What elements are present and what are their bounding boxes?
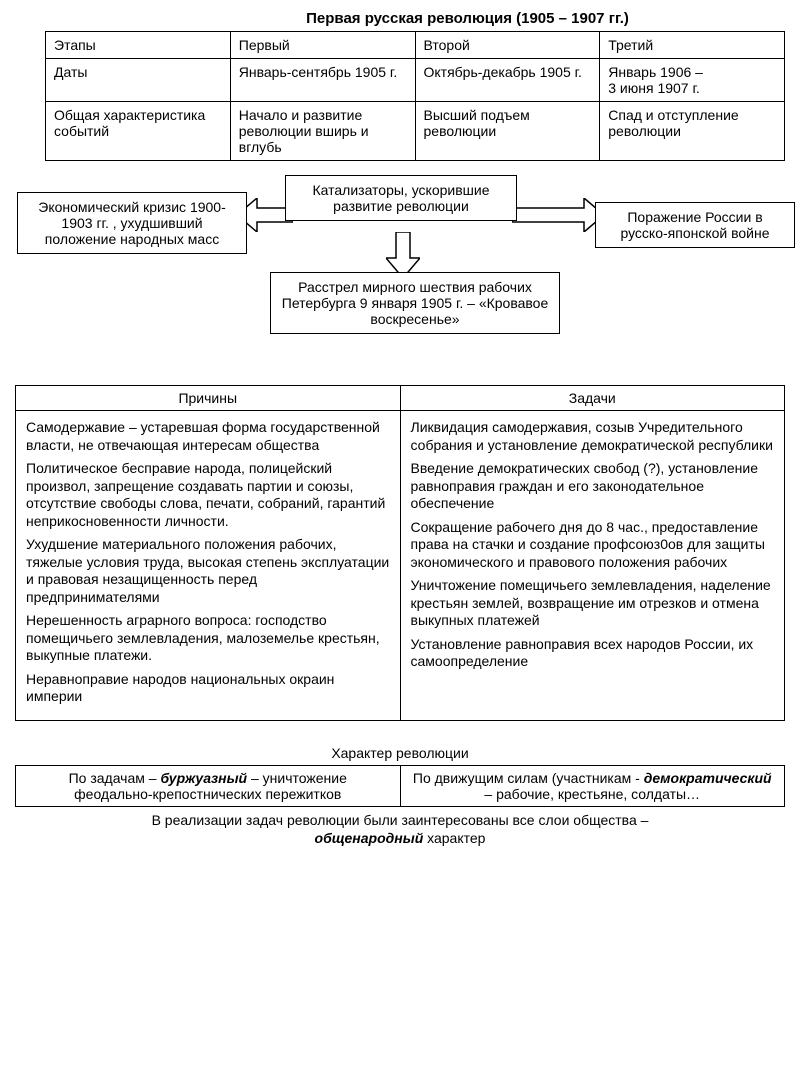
catalyst-left-box: Экономический кризис 1900-1903 гг. , уху… <box>17 192 247 254</box>
causes-cell-right: Ликвидация самодержавия, созыв Учредител… <box>400 411 785 721</box>
cell: Октябрь-декабрь 1905 г. <box>415 59 600 102</box>
character-title: Характер революции <box>15 745 785 761</box>
cell: Третий <box>600 32 785 59</box>
catalyst-bottom-box: Расстрел мирного шествия рабочих Петербу… <box>270 272 560 334</box>
cell: Второй <box>415 32 600 59</box>
cell: Первый <box>230 32 415 59</box>
causes-header-left: Причины <box>16 386 401 411</box>
table-row: Самодержавие – устаревшая форма государс… <box>16 411 785 721</box>
table-row: Причины Задачи <box>16 386 785 411</box>
causes-header-right: Задачи <box>400 386 785 411</box>
cell: Январь-сентябрь 1905 г. <box>230 59 415 102</box>
table-row: Этапы Первый Второй Третий <box>46 32 785 59</box>
cell: Этапы <box>46 32 231 59</box>
character-left-cell: По задачам – буржуазный – уничтожение фе… <box>16 765 401 806</box>
table-row: Даты Январь-сентябрь 1905 г. Октябрь-дек… <box>46 59 785 102</box>
catalyst-center-box: Катализаторы, ускорившие развитие револю… <box>285 175 517 221</box>
arrow-right-icon <box>512 198 604 232</box>
table-row: Общая характеристика событий Начало и ра… <box>46 102 785 161</box>
character-right-cell: По движущим силам (участникам - демократ… <box>400 765 785 806</box>
table-row: По задачам – буржуазный – уничтожение фе… <box>16 765 785 806</box>
page-title: Первая русская революция (1905 – 1907 гг… <box>150 10 785 27</box>
causes-table: Причины Задачи Самодержавие – устаревшая… <box>15 385 785 721</box>
cell: Даты <box>46 59 231 102</box>
cell: Начало и развитие революции вширь и вглу… <box>230 102 415 161</box>
cell: Январь 1906 – 3 июня 1907 г. <box>600 59 785 102</box>
cell: Спад и отступление революции <box>600 102 785 161</box>
causes-cell-left: Самодержавие – устаревшая форма государс… <box>16 411 401 721</box>
footer-text: В реализации задач революции были заинте… <box>15 811 785 847</box>
cell: Высший подъем революции <box>415 102 600 161</box>
stages-table: Этапы Первый Второй Третий Даты Январь-с… <box>45 31 785 161</box>
cell: Общая характеристика событий <box>46 102 231 161</box>
character-table: По задачам – буржуазный – уничтожение фе… <box>15 765 785 807</box>
catalysts-diagram: Катализаторы, ускорившие развитие револю… <box>15 160 785 385</box>
catalyst-right-box: Поражение России в русско-японской войне <box>595 202 795 248</box>
